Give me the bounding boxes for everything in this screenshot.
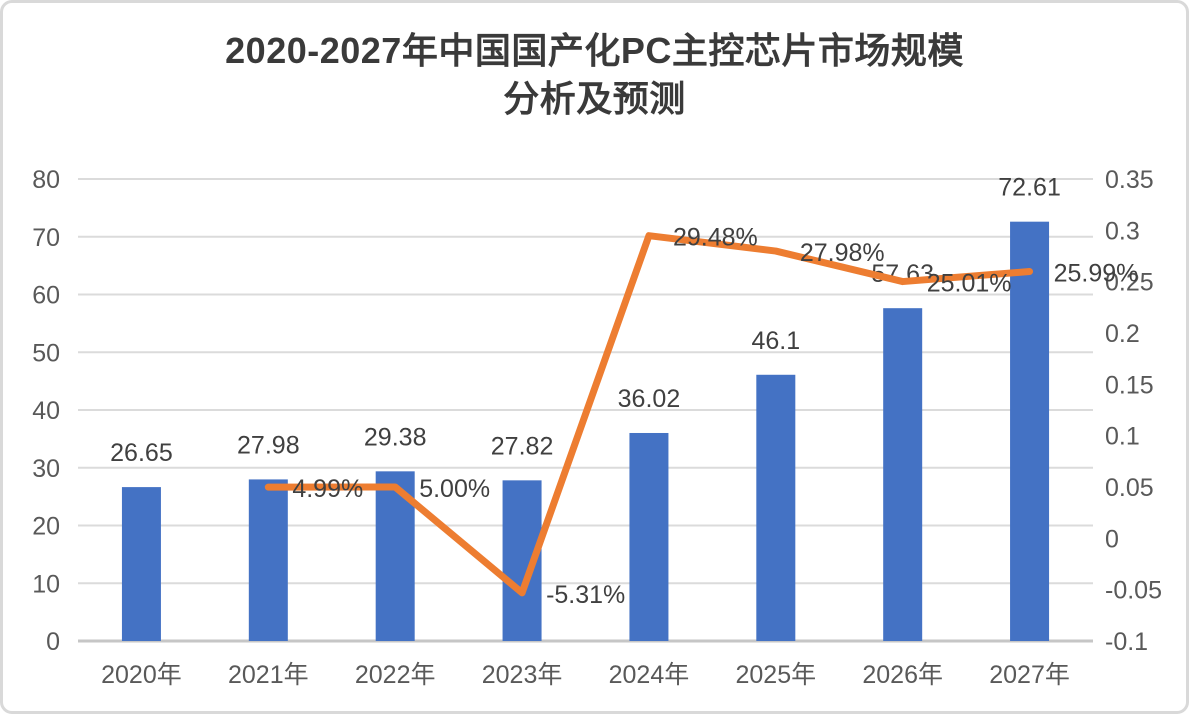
y-axis-right-tick: -0.05 [1105, 577, 1162, 605]
bar-2021年 [248, 479, 288, 641]
bar-value-label: 36.02 [618, 385, 681, 413]
bar-2020年 [121, 487, 161, 641]
line-value-label: 25.01% [927, 270, 1012, 298]
y-axis-right-tick: 0.25 [1105, 269, 1154, 297]
chart-title: 2020-2027年中国国产化PC主控芯片市场规模 分析及预测 [3, 27, 1186, 123]
y-axis-left-tick: 0 [46, 628, 60, 656]
y-axis-right-tick: 0.15 [1105, 371, 1154, 399]
bar-value-label: 46.1 [751, 327, 800, 355]
x-axis-label: 2025年 [736, 661, 817, 689]
growth-rate-line [264, 232, 1034, 597]
y-axis-right-tick: 0 [1105, 525, 1119, 553]
bar-value-label: 27.82 [491, 432, 554, 460]
chart-title-line1: 2020-2027年中国国产化PC主控芯片市场规模 [225, 30, 964, 71]
x-axis-label: 2022年 [355, 661, 436, 689]
line-value-label: 29.48% [673, 224, 758, 252]
bar-2026年 [883, 308, 923, 641]
y-axis-left-tick: 50 [32, 339, 60, 367]
line-value-label: 5.00% [419, 475, 490, 503]
y-axis-left-tick: 30 [32, 455, 60, 483]
y-axis-right-tick: 0.35 [1105, 166, 1154, 194]
y-axis-right-tick: 0.2 [1105, 320, 1140, 348]
bar-value-label: 29.38 [364, 423, 427, 451]
line-value-label: 27.98% [800, 239, 885, 267]
bar-2024年 [629, 432, 669, 641]
bar-2027年 [1010, 221, 1050, 641]
x-axis-label: 2020年 [101, 661, 182, 689]
bar-2025年 [756, 374, 796, 641]
x-axis-label: 2023年 [482, 661, 563, 689]
y-axis-left-tick: 70 [32, 224, 60, 252]
combo-chart: 0 10 20 30 40 50 60 70 80 -0.1 -0.05 0 0.05 0.1 0.15 0.… [32, 166, 1162, 689]
line-value-label: 25.99% [1054, 260, 1139, 288]
y-axis-left-tick: 10 [32, 570, 60, 598]
x-axis-label: 2024年 [609, 661, 690, 689]
y-axis-right-tick: 0.3 [1105, 217, 1140, 245]
line-value-label: 4.99% [292, 475, 363, 503]
y-axis-right-tick: 0.05 [1105, 474, 1154, 502]
y-axis-right-tick: 0.1 [1105, 423, 1140, 451]
bar-value-label: 27.98 [237, 431, 300, 459]
x-axis-label: 2021年 [228, 661, 309, 689]
x-axis-label: 2026年 [862, 661, 943, 689]
y-axis-left-tick: 60 [32, 282, 60, 310]
y-axis-left-tick: 80 [32, 166, 60, 194]
x-axis-label: 2027年 [989, 661, 1070, 689]
y-axis-left-tick: 20 [32, 513, 60, 541]
chart-title-line2: 分析及预测 [503, 77, 686, 119]
bar-value-label: 72.61 [998, 174, 1061, 202]
y-axis-right-tick: -0.1 [1105, 628, 1148, 656]
line-value-label: -5.31% [546, 581, 625, 609]
bar-value-label: 26.65 [110, 439, 173, 467]
y-axis-left-tick: 40 [32, 397, 60, 425]
